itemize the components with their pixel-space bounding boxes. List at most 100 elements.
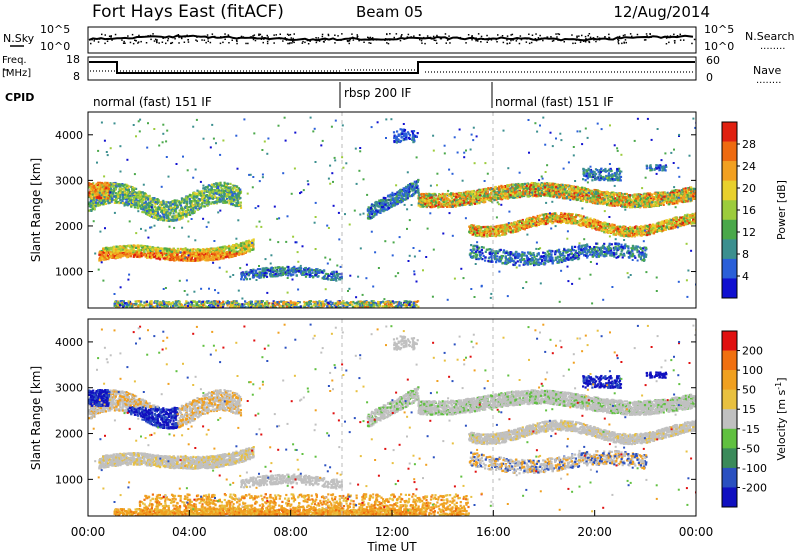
power-cell (220, 247, 223, 250)
noise-point (287, 42, 289, 45)
power-cell (270, 271, 273, 274)
power-cell (211, 306, 214, 308)
noise-point (284, 37, 286, 39)
power-cell (318, 302, 321, 305)
power-cell (386, 306, 389, 308)
power-cell (186, 197, 189, 200)
power-cell (217, 187, 220, 190)
noise-point (550, 36, 552, 38)
power-cell (274, 306, 278, 308)
noise-point (631, 35, 633, 38)
power-cell (193, 211, 196, 214)
power-cell (103, 194, 106, 197)
power-cell (162, 250, 165, 253)
noise-point (153, 40, 156, 42)
power-cell (218, 258, 221, 261)
noise-point (669, 35, 672, 37)
power-cell (409, 306, 412, 308)
power-cell (136, 254, 139, 257)
power-cell (322, 300, 325, 303)
power-cell (244, 306, 247, 308)
noise-point (531, 34, 534, 36)
power-cell (235, 195, 238, 198)
power-cell (158, 306, 162, 308)
power-cell (114, 248, 117, 251)
noise-point (585, 38, 587, 40)
power-cell (185, 196, 188, 199)
power-cell (114, 247, 117, 250)
noise-point (576, 35, 578, 37)
power-cell (134, 303, 137, 306)
freq-label: Freq. (2, 55, 27, 66)
noise-point (530, 41, 533, 44)
power-cell (171, 209, 174, 212)
power-cell (336, 274, 339, 277)
power-cell (341, 302, 344, 305)
power-cell (233, 247, 236, 250)
power-cell (192, 192, 195, 195)
power-cell (152, 216, 155, 219)
power-cell (225, 192, 228, 195)
power-cell (264, 267, 267, 271)
noise-point (358, 39, 360, 42)
power-cell (339, 278, 342, 281)
power-cell (132, 248, 135, 251)
noise-point (327, 34, 330, 37)
power-cell (258, 271, 261, 274)
power-cell (150, 306, 153, 308)
power-cell (276, 275, 279, 278)
power-cell (138, 193, 141, 197)
noise-point (418, 34, 421, 36)
power-cell (157, 215, 160, 218)
power-cell (330, 306, 333, 308)
power-cell (210, 188, 213, 191)
power-cell (144, 200, 147, 203)
power-cell (272, 274, 276, 277)
power-cell (337, 304, 340, 307)
power-cell (90, 197, 93, 200)
power-cell (154, 254, 157, 258)
power-cell (202, 304, 205, 307)
noise-point (576, 36, 578, 39)
noise-point (195, 39, 197, 41)
noise-point (674, 42, 676, 44)
power-cell (175, 302, 178, 305)
power-cell (154, 249, 157, 252)
power-cell (123, 249, 126, 252)
power-cell (330, 277, 333, 280)
power-cell (258, 300, 261, 303)
power-cell (88, 194, 91, 197)
power-cell (222, 250, 225, 253)
power-cell (139, 193, 142, 197)
power-cell (180, 207, 183, 210)
power-cell (342, 300, 345, 303)
power-cell (270, 268, 273, 271)
power-cell (287, 265, 290, 269)
power-cell (151, 204, 154, 207)
power-cell (167, 208, 170, 211)
power-cell (187, 206, 190, 209)
power-cell (116, 251, 119, 254)
power-cell (165, 251, 169, 254)
power-cell (123, 252, 126, 256)
power-cell (312, 300, 315, 303)
power-cell (150, 301, 153, 304)
power-cell (130, 249, 133, 252)
power-cell (171, 302, 174, 305)
power-cell (117, 301, 120, 304)
power-cell (235, 202, 238, 205)
power-cell (137, 195, 140, 198)
noise-point (275, 34, 277, 36)
power-cell (232, 249, 235, 252)
power-cell (383, 305, 387, 308)
noise-point (286, 33, 289, 36)
power-cell (190, 303, 193, 306)
power-cell (225, 184, 228, 187)
power-cell (372, 300, 375, 303)
power-cell (198, 207, 201, 210)
power-cell (393, 198, 396, 201)
power-cell (233, 186, 236, 189)
power-cell (128, 303, 131, 306)
power-cell (303, 304, 306, 307)
power-cell (185, 301, 188, 304)
